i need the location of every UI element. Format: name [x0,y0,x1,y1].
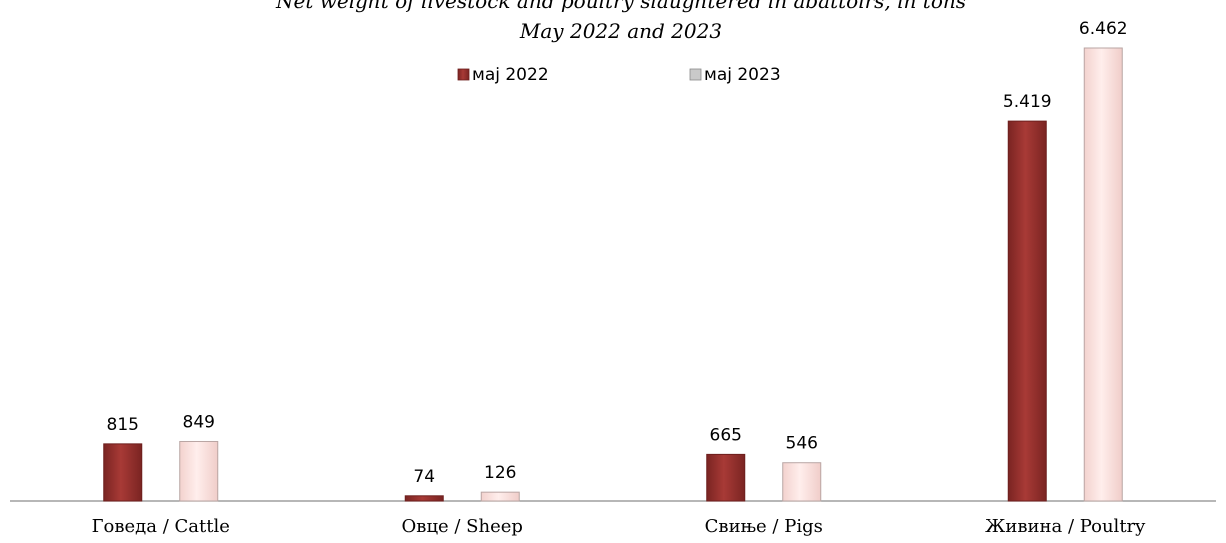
legend-swatch-2022 [457,68,470,81]
value-label-sheep-2023: 126 [484,463,516,483]
chart-subtitle: May 2022 and 2023 [519,19,722,43]
plot-area: 815 849 Говеда / Cattle 74 126 Овце / Sheep 66… [92,19,1147,537]
bar-poultry-2023 [1083,47,1123,502]
value-label-cattle-2022: 815 [107,415,139,435]
legend: мај 2022 мај 2023 [457,65,781,85]
bar-pigs-2023 [782,462,822,502]
bar-cattle-2022 [103,443,143,502]
value-label-poultry-2023: 6.462 [1079,19,1128,39]
value-label-pigs-2023: 546 [786,434,818,454]
bar-sheep-2023 [480,491,520,502]
value-label-pigs-2022: 665 [710,425,742,445]
bar-poultry-2022 [1007,120,1047,502]
value-label-sheep-2022: 74 [413,467,435,487]
bar-sheep-2022 [404,495,444,502]
legend-swatch-2023 [689,68,702,81]
category-label-poultry: Живина / Poultry [985,516,1146,537]
value-label-poultry-2022: 5.419 [1003,92,1052,112]
category-label-cattle: Говеда / Cattle [92,516,230,537]
bar-cattle-2023 [179,440,219,502]
bar-pigs-2022 [706,453,746,502]
value-label-cattle-2023: 849 [183,412,215,432]
legend-label-2023: мај 2023 [704,65,781,85]
chart-title: Net weight of livestock and poultry slau… [275,0,966,13]
category-label-pigs: Свиње / Pigs [705,516,823,537]
legend-label-2022: мај 2022 [472,65,549,85]
category-label-sheep: Овце / Sheep [402,516,523,537]
chart-title-block: Net weight of livestock and poultry slau… [275,0,966,43]
